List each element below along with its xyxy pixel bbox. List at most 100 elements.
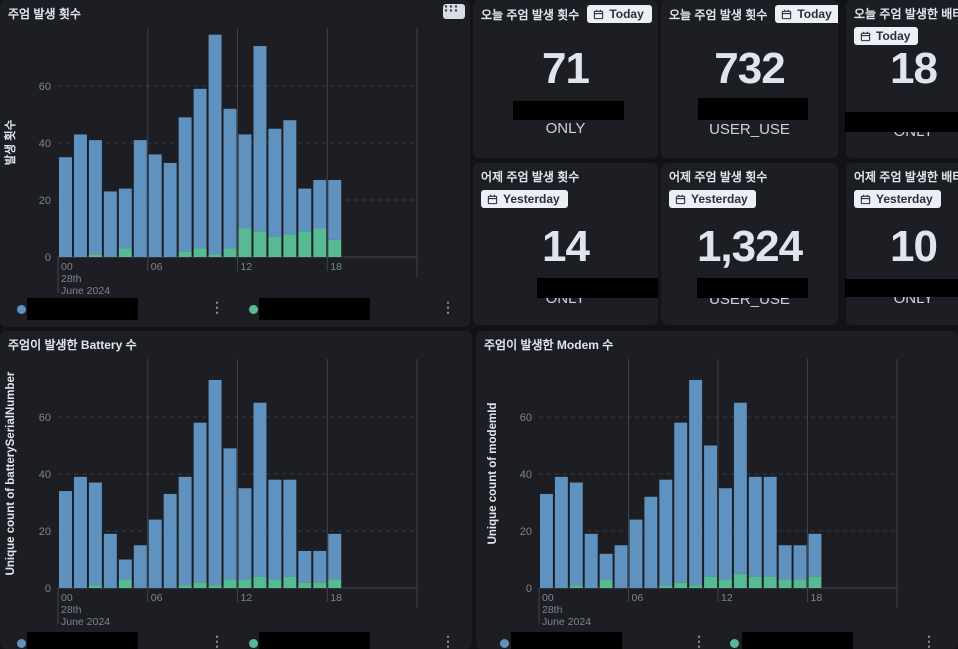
bar-blue-segment[interactable] xyxy=(59,491,72,588)
bar-green-segment[interactable] xyxy=(793,579,807,588)
legend-label-redacted[interactable] xyxy=(742,632,853,649)
bar-blue-segment[interactable] xyxy=(328,533,342,580)
bar-blue-segment[interactable] xyxy=(298,188,312,232)
bar-blue-segment[interactable] xyxy=(253,46,267,232)
bar-blue-segment[interactable] xyxy=(554,476,568,588)
bar-blue-segment[interactable] xyxy=(148,154,162,257)
bar-green-segment[interactable] xyxy=(268,579,282,588)
bar-green-segment[interactable] xyxy=(178,251,192,257)
bar-blue-segment[interactable] xyxy=(103,533,117,588)
bar-blue-segment[interactable] xyxy=(178,476,192,586)
bar-green-segment[interactable] xyxy=(298,582,312,588)
bar-blue-segment[interactable] xyxy=(599,553,613,580)
bar-blue-segment[interactable] xyxy=(808,533,822,577)
bar-blue-segment[interactable] xyxy=(540,493,553,588)
bar-green-segment[interactable] xyxy=(88,585,102,588)
bar-green-segment[interactable] xyxy=(238,228,252,258)
bar-blue-segment[interactable] xyxy=(659,479,673,586)
bar-blue-segment[interactable] xyxy=(569,482,583,586)
bar-green-segment[interactable] xyxy=(748,576,762,588)
bar-green-segment[interactable] xyxy=(733,573,747,588)
bar-green-segment[interactable] xyxy=(88,254,102,257)
bar-green-segment[interactable] xyxy=(268,237,282,257)
bar-blue-segment[interactable] xyxy=(283,479,297,577)
bar-green-segment[interactable] xyxy=(223,579,237,588)
bar-blue-segment[interactable] xyxy=(763,476,777,577)
bar-blue-segment[interactable] xyxy=(208,379,222,586)
bar-blue-segment[interactable] xyxy=(59,157,72,257)
bar-blue-segment[interactable] xyxy=(223,108,237,249)
bar-blue-segment[interactable] xyxy=(584,533,598,588)
bar-blue-segment[interactable] xyxy=(223,448,237,580)
vertical-ellipsis-icon[interactable]: ⋮ xyxy=(922,633,936,649)
bar-green-segment[interactable] xyxy=(118,248,132,257)
bar-blue-segment[interactable] xyxy=(733,402,747,574)
vertical-ellipsis-icon[interactable]: ⋮ xyxy=(210,299,224,315)
bar-blue-segment[interactable] xyxy=(88,140,102,255)
bar-green-segment[interactable] xyxy=(283,576,297,588)
bar-green-segment[interactable] xyxy=(313,582,327,588)
bar-blue-segment[interactable] xyxy=(103,191,117,257)
bar-blue-segment[interactable] xyxy=(268,479,282,580)
bar-blue-segment[interactable] xyxy=(73,134,87,257)
bar-green-segment[interactable] xyxy=(253,231,267,257)
bar-blue-segment[interactable] xyxy=(629,519,643,588)
bar-blue-segment[interactable] xyxy=(283,120,297,235)
bar-blue-segment[interactable] xyxy=(719,488,732,580)
bar-green-segment[interactable] xyxy=(659,585,673,588)
bar-green-segment[interactable] xyxy=(253,576,267,588)
bar-blue-segment[interactable] xyxy=(88,482,102,586)
bar-green-segment[interactable] xyxy=(569,585,583,588)
bar-blue-segment[interactable] xyxy=(118,559,132,580)
panel-options-button[interactable] xyxy=(443,4,465,19)
bar-green-segment[interactable] xyxy=(298,231,312,257)
bar-blue-segment[interactable] xyxy=(313,550,327,583)
bar-blue-segment[interactable] xyxy=(748,476,762,577)
bar-blue-segment[interactable] xyxy=(193,422,207,583)
bar-blue-segment[interactable] xyxy=(118,188,132,249)
bar-green-segment[interactable] xyxy=(808,576,822,588)
bar-green-segment[interactable] xyxy=(719,579,732,588)
bar-green-segment[interactable] xyxy=(283,234,297,257)
bar-blue-segment[interactable] xyxy=(178,117,192,252)
bar-blue-segment[interactable] xyxy=(238,488,252,580)
legend-label-redacted[interactable] xyxy=(511,632,622,649)
legend-label-redacted[interactable] xyxy=(259,632,370,649)
legend-label-redacted[interactable] xyxy=(27,632,138,649)
bar-green-segment[interactable] xyxy=(313,228,327,258)
bar-green-segment[interactable] xyxy=(689,585,703,588)
bar-blue-segment[interactable] xyxy=(163,162,177,257)
bar-blue-segment[interactable] xyxy=(644,496,658,588)
bar-blue-segment[interactable] xyxy=(253,402,267,577)
bar-green-segment[interactable] xyxy=(208,585,222,588)
bar-blue-segment[interactable] xyxy=(674,422,688,583)
bar-blue-segment[interactable] xyxy=(133,140,147,257)
bar-green-segment[interactable] xyxy=(674,582,688,588)
bar-green-segment[interactable] xyxy=(328,579,342,588)
legend-label-redacted[interactable] xyxy=(27,298,138,320)
bar-blue-segment[interactable] xyxy=(268,128,282,238)
bar-green-segment[interactable] xyxy=(193,582,207,588)
bar-green-segment[interactable] xyxy=(704,576,717,588)
bar-green-segment[interactable] xyxy=(778,579,792,588)
bar-blue-segment[interactable] xyxy=(148,519,162,588)
bar-blue-segment[interactable] xyxy=(704,445,717,577)
bar-green-segment[interactable] xyxy=(208,254,222,257)
bar-blue-segment[interactable] xyxy=(313,180,327,229)
bar-blue-segment[interactable] xyxy=(778,545,792,580)
bar-blue-segment[interactable] xyxy=(193,88,207,249)
bar-blue-segment[interactable] xyxy=(133,545,147,588)
bar-green-segment[interactable] xyxy=(763,576,777,588)
bar-green-segment[interactable] xyxy=(238,579,252,588)
bar-blue-segment[interactable] xyxy=(328,180,342,240)
vertical-ellipsis-icon[interactable]: ⋮ xyxy=(692,633,706,649)
bar-blue-segment[interactable] xyxy=(163,493,177,588)
bar-green-segment[interactable] xyxy=(328,239,342,257)
vertical-ellipsis-icon[interactable]: ⋮ xyxy=(441,633,455,649)
bar-blue-segment[interactable] xyxy=(614,545,628,588)
bar-blue-segment[interactable] xyxy=(793,545,807,580)
legend-label-redacted[interactable] xyxy=(259,298,370,320)
bar-green-segment[interactable] xyxy=(118,579,132,588)
bar-blue-segment[interactable] xyxy=(238,134,252,229)
bar-green-segment[interactable] xyxy=(178,585,192,588)
